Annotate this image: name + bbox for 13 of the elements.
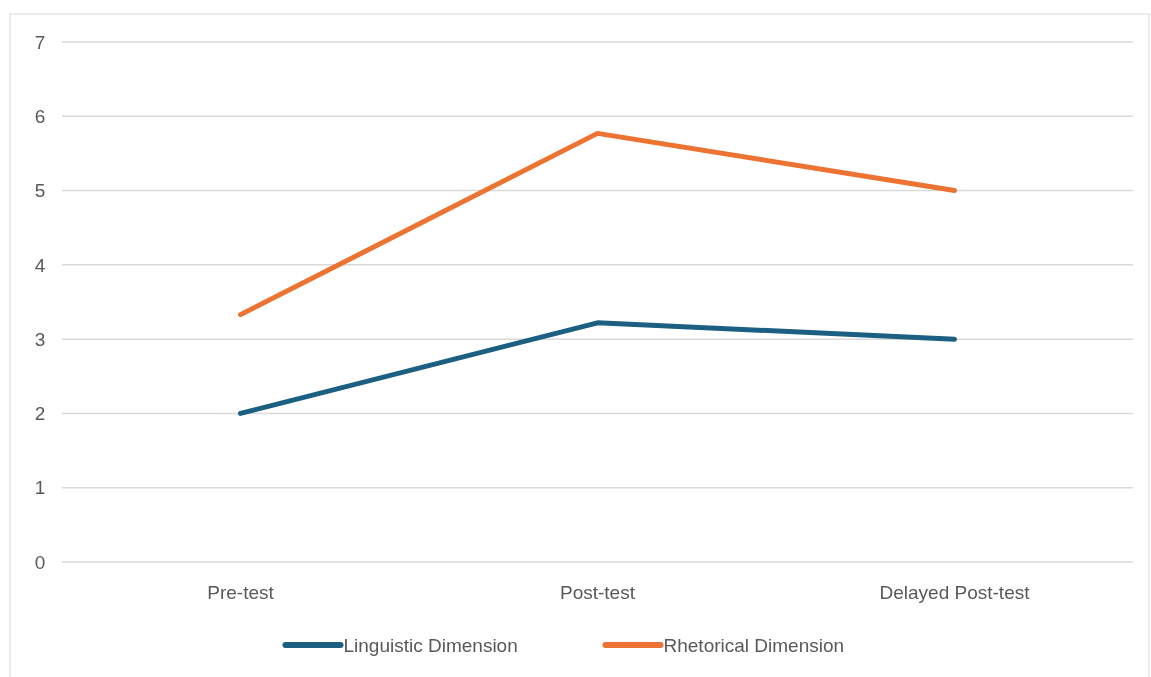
x-tick-label: Delayed Post-test: [879, 582, 1031, 603]
y-tick-label: 7: [34, 31, 46, 53]
y-tick-label: 6: [34, 105, 46, 127]
y-tick-label: 5: [34, 180, 46, 202]
y-tick-label: 4: [34, 254, 46, 276]
y-tick-label: 0: [34, 551, 46, 573]
y-tick-label: 2: [34, 403, 46, 425]
legend-label: Linguistic Dimension: [343, 634, 518, 656]
y-tick-label: 3: [34, 328, 46, 350]
x-tick-label: Pre-test: [207, 582, 275, 603]
y-tick-label: 1: [34, 477, 46, 499]
legend-label: Rhetorical Dimension: [663, 634, 845, 656]
x-tick-label: Post-test: [560, 582, 636, 603]
